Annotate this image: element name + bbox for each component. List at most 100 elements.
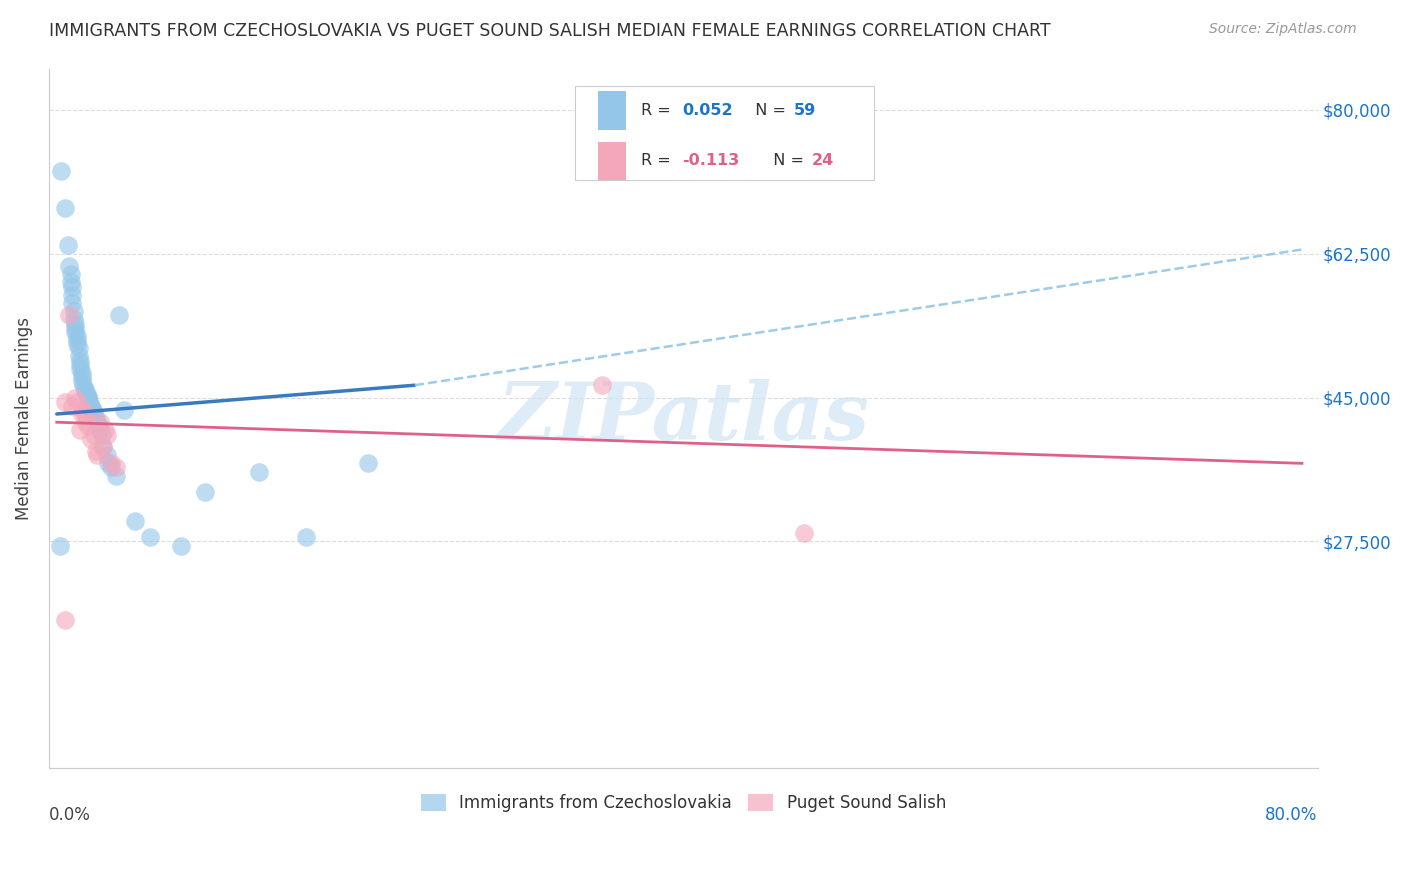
Text: R =: R = (641, 103, 676, 118)
Y-axis label: Median Female Earnings: Median Female Earnings (15, 317, 32, 520)
Point (96, 427, 118, 442)
Point (67, 341, 90, 355)
Point (77, 392, 100, 407)
Point (70, 366, 93, 380)
Point (66, 394, 89, 409)
Text: 59: 59 (793, 103, 815, 118)
Point (93, 440, 115, 454)
Text: 24: 24 (811, 153, 834, 169)
Point (69, 424, 91, 438)
Point (97, 456, 120, 470)
Text: 0.0%: 0.0% (49, 806, 91, 824)
FancyBboxPatch shape (598, 91, 626, 129)
Point (93, 440, 115, 454)
Point (53, 394, 76, 409)
FancyBboxPatch shape (575, 86, 873, 180)
Point (89, 415, 111, 429)
Point (73, 407, 96, 421)
Point (59, 276, 82, 290)
Point (79, 394, 101, 409)
Point (80, 432, 103, 446)
Point (53, 202, 76, 216)
Point (60, 279, 83, 293)
Point (49, 539, 72, 553)
Point (100, 460, 122, 475)
Text: ZIPatlas: ZIPatlas (498, 379, 869, 457)
Point (104, 468, 127, 483)
Legend: Immigrants from Czechoslovakia, Puget Sound Salish: Immigrants from Czechoslovakia, Puget So… (413, 788, 953, 819)
Point (63, 312, 86, 326)
Point (65, 325, 87, 339)
Point (80, 399, 103, 413)
Point (194, 485, 217, 500)
Point (77, 419, 100, 434)
Point (60, 399, 83, 413)
Point (75, 386, 97, 401)
Point (63, 304, 86, 318)
Point (89, 424, 111, 438)
Point (90, 427, 112, 442)
Point (66, 333, 89, 347)
Point (591, 378, 613, 392)
Text: 80.0%: 80.0% (1265, 806, 1317, 824)
Point (82, 403, 104, 417)
Point (58, 259, 80, 273)
Point (83, 407, 105, 421)
Text: Source: ZipAtlas.com: Source: ZipAtlas.com (1209, 22, 1357, 37)
Point (69, 358, 91, 372)
Point (75, 415, 97, 429)
Point (56, 238, 79, 252)
Text: N =: N = (745, 103, 792, 118)
Point (69, 353, 91, 368)
Point (69, 361, 91, 376)
Point (66, 329, 89, 343)
Point (79, 397, 101, 411)
Point (77, 391, 100, 405)
Point (59, 267, 82, 281)
Point (67, 350, 90, 364)
Point (83, 427, 105, 442)
Point (86, 448, 108, 462)
Point (65, 317, 87, 331)
Point (70, 374, 93, 388)
Point (84, 444, 107, 458)
Point (70, 370, 93, 384)
Point (247, 465, 270, 479)
Text: 0.052: 0.052 (682, 103, 733, 118)
Point (51, 164, 73, 178)
Point (94, 424, 117, 438)
Point (104, 460, 127, 475)
Point (72, 378, 94, 392)
Point (124, 514, 146, 528)
Text: IMMIGRANTS FROM CZECHOSLOVAKIA VS PUGET SOUND SALISH MEDIAN FEMALE EARNINGS CORR: IMMIGRANTS FROM CZECHOSLOVAKIA VS PUGET … (49, 22, 1050, 40)
Point (87, 419, 110, 434)
Point (96, 448, 118, 462)
Point (73, 382, 96, 396)
Point (65, 391, 87, 405)
Point (170, 539, 193, 553)
Point (72, 403, 94, 417)
Point (82, 405, 104, 419)
Point (58, 308, 80, 322)
Point (60, 296, 83, 310)
Point (53, 613, 76, 627)
Point (100, 456, 122, 470)
Point (77, 389, 100, 403)
Point (139, 530, 162, 544)
Text: -0.113: -0.113 (682, 153, 740, 169)
Text: N =: N = (763, 153, 810, 169)
Point (60, 287, 83, 301)
Point (84, 411, 107, 425)
Point (108, 308, 131, 322)
Text: R =: R = (641, 153, 676, 169)
Point (65, 320, 87, 334)
Point (66, 337, 89, 351)
Point (793, 526, 815, 541)
Point (294, 530, 316, 544)
Point (70, 407, 93, 421)
FancyBboxPatch shape (598, 142, 626, 180)
Point (112, 403, 135, 417)
Point (86, 415, 108, 429)
Point (80, 401, 103, 415)
Point (73, 384, 96, 398)
